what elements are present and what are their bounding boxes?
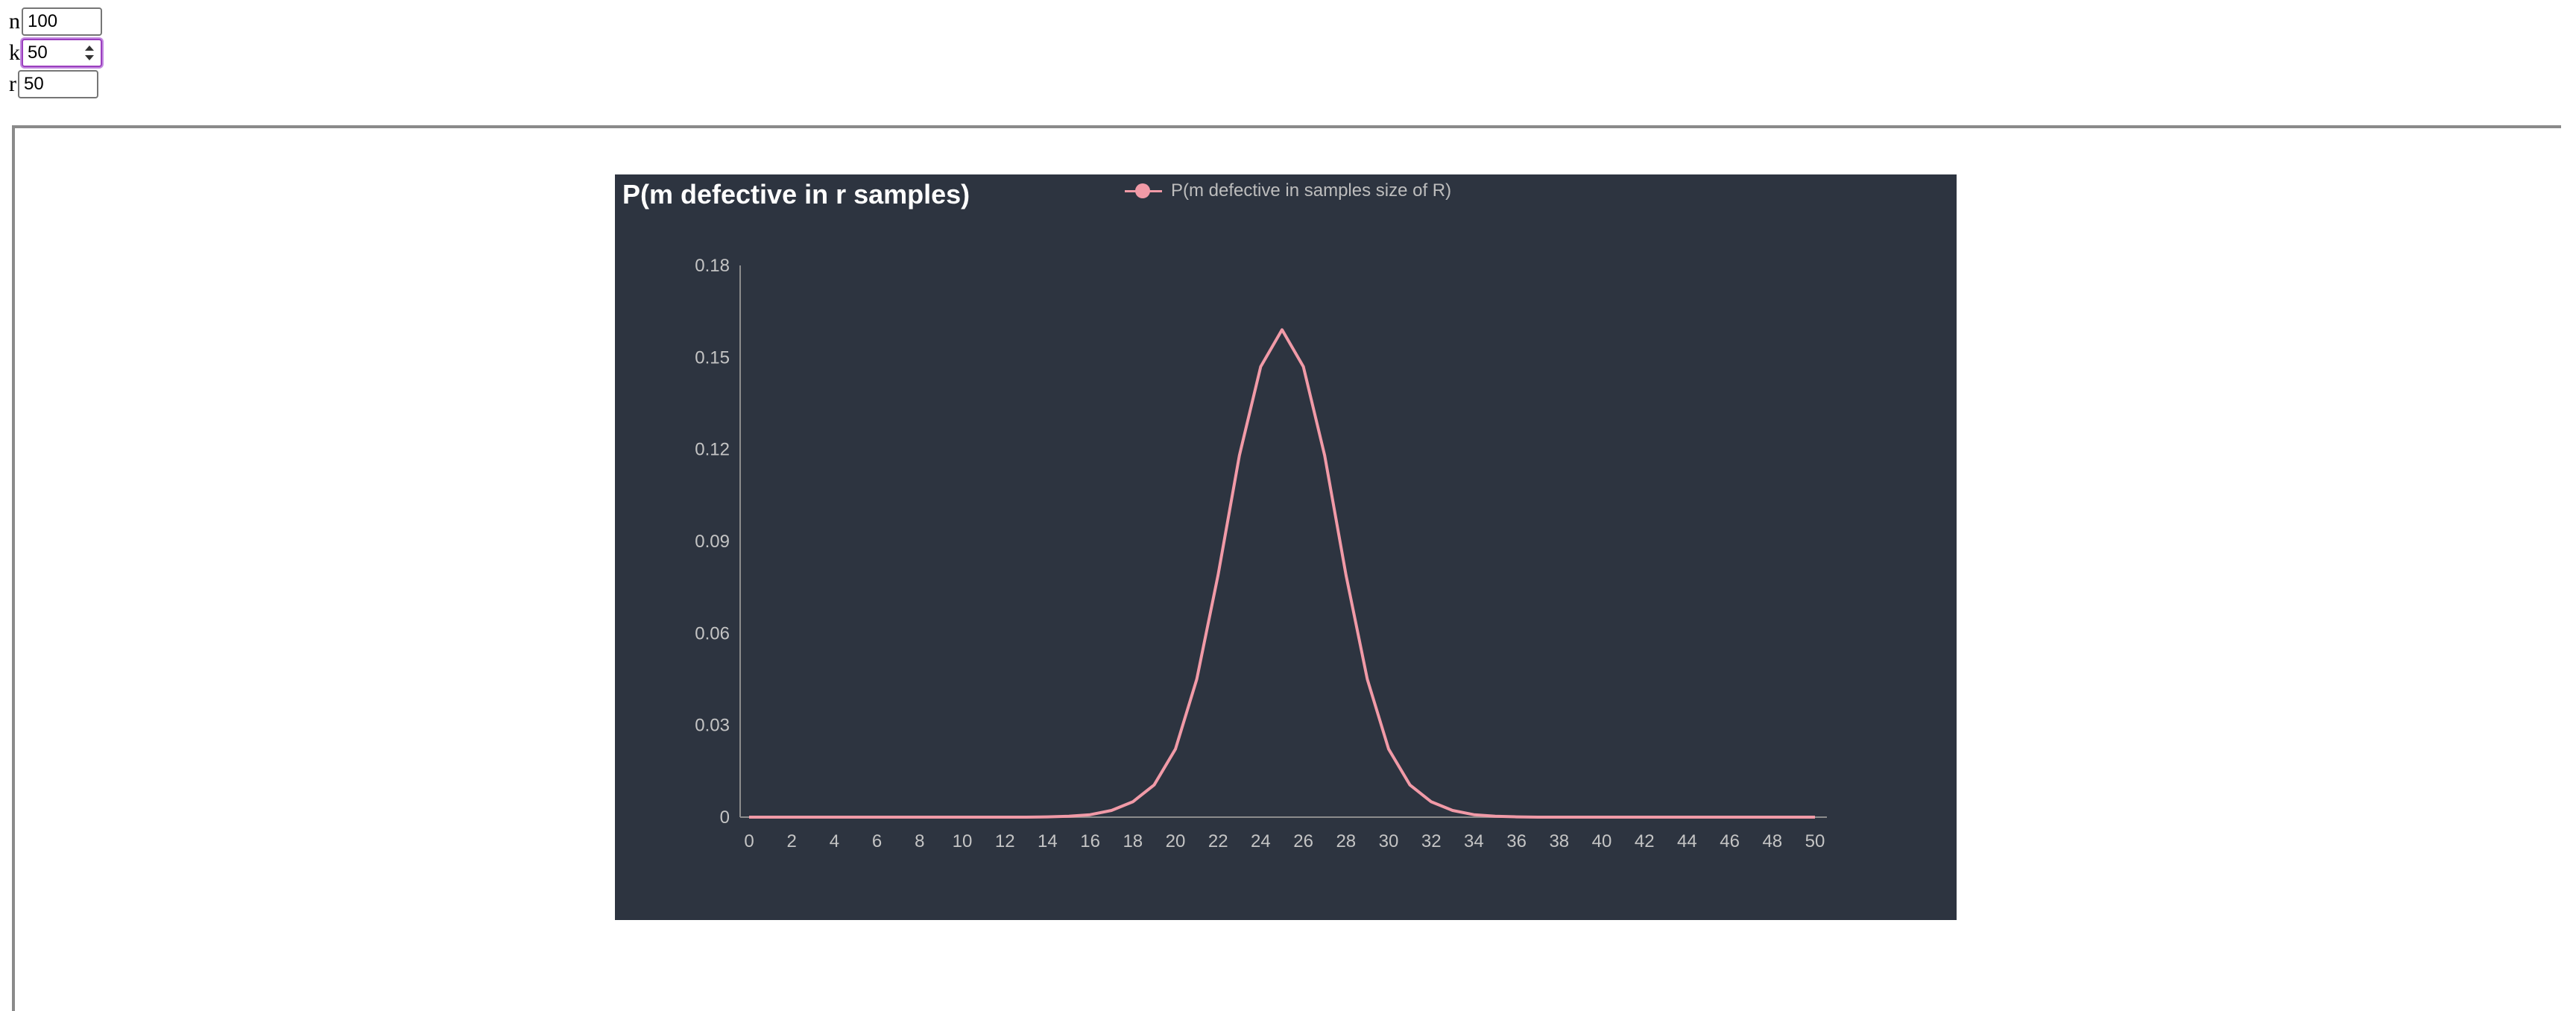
y-tick-label: 0.03 — [695, 716, 730, 736]
legend-label: P(m defective in samples size of R) — [1171, 180, 1452, 201]
x-tick-label: 20 — [1166, 831, 1186, 851]
x-tick-label: 12 — [995, 831, 1015, 851]
k-row: k — [9, 37, 102, 69]
x-tick-label: 16 — [1080, 831, 1100, 851]
x-tick-label: 24 — [1251, 831, 1271, 851]
chart-panel: 0 0.03 0.06 0.09 0.12 0.15 0.18 0 2 4 6 8 10 12 14 16 1… — [615, 174, 1957, 920]
x-tick-label: 26 — [1293, 831, 1313, 851]
y-tick-label: 0.18 — [695, 256, 730, 276]
x-tick-label: 10 — [953, 831, 973, 851]
x-tick-label: 30 — [1379, 831, 1399, 851]
x-tick-label: 32 — [1421, 831, 1442, 851]
axes — [739, 265, 1827, 818]
x-tick-label: 4 — [830, 831, 839, 851]
x-tick-label: 36 — [1506, 831, 1527, 851]
legend-swatch-icon — [1125, 182, 1162, 200]
y-tick-label: 0.12 — [695, 440, 730, 460]
k-label: k — [9, 40, 20, 65]
x-tick-label: 38 — [1549, 831, 1569, 851]
x-tick-label: 8 — [915, 831, 924, 851]
y-tick-label: 0.06 — [695, 623, 730, 643]
n-label: n — [9, 9, 20, 34]
y-tick-label: 0.15 — [695, 347, 730, 368]
chart-frame — [12, 125, 2561, 1011]
x-tick-label: 6 — [872, 831, 882, 851]
r-input[interactable] — [18, 70, 98, 98]
y-tick-label: 0 — [720, 807, 730, 828]
x-tick-label: 18 — [1123, 831, 1143, 851]
x-tick-label: 48 — [1762, 831, 1782, 851]
series-group — [749, 328, 1815, 819]
chart-svg: 00.030.060.090.120.150.18 0 2 4 6 8 10 12 14 16 1… — [695, 256, 1827, 851]
series-line[interactable] — [749, 328, 1815, 819]
x-tick-label: 28 — [1336, 831, 1356, 851]
k-stepper-icon[interactable] — [83, 43, 96, 63]
y-tick-label: 0.09 — [695, 532, 730, 552]
x-tick-label: 34 — [1464, 831, 1484, 851]
x-tick-label: 0 — [744, 831, 754, 851]
x-tick-label: 2 — [787, 831, 797, 851]
x-tick-label: 46 — [1720, 831, 1740, 851]
x-tick-label: 42 — [1635, 831, 1655, 851]
x-tick-label: 40 — [1592, 831, 1612, 851]
n-row: n — [9, 6, 102, 37]
x-tick-label: 44 — [1677, 831, 1697, 851]
y-ticks: 0 0.03 0.06 0.09 0.12 0.15 0.18 — [695, 256, 730, 828]
r-label: r — [9, 72, 16, 96]
x-tick-label: 22 — [1208, 831, 1228, 851]
n-input[interactable] — [22, 7, 102, 36]
chart-title: P(m defective in r samples) — [622, 179, 970, 210]
r-row: r — [9, 69, 98, 100]
k-input[interactable] — [22, 39, 102, 67]
x-ticks: 0 2 4 6 8 10 12 14 16 18 20 22 24 26 28 30 32 34 36 38 40 42 4… — [744, 831, 1825, 851]
x-tick-label: 50 — [1805, 831, 1825, 851]
parameter-controls: n k r — [9, 6, 158, 110]
legend[interactable]: P(m defective in samples size of R) — [1125, 180, 1451, 201]
k-input-wrapper — [22, 39, 102, 67]
x-tick-label: 14 — [1038, 831, 1058, 851]
